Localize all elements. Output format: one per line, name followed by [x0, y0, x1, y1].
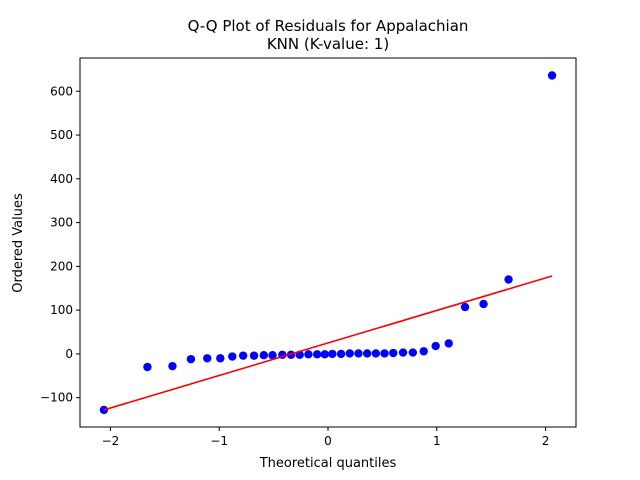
data-point [345, 349, 354, 358]
x-tick-label: −2 [102, 434, 120, 448]
x-tick-label: −1 [210, 434, 228, 448]
data-point [362, 349, 372, 358]
data-point [547, 71, 557, 80]
chart-title-line1: Q-Q Plot of Residuals for Appalachian [188, 17, 469, 35]
fit-line [103, 275, 553, 411]
data-point [320, 350, 329, 359]
data-point [336, 349, 346, 359]
data-point [216, 354, 225, 363]
x-axis-ticks: −2 −1 0 1 2 [102, 427, 550, 448]
data-point [479, 299, 488, 309]
y-tick-label: 400 [50, 172, 73, 186]
y-tick-label: 0 [65, 347, 73, 361]
data-point [328, 349, 337, 359]
y-axis-ticks: −100 0 100 200 300 400 500 600 [40, 84, 80, 405]
x-axis-label: Theoretical quantiles [259, 456, 397, 471]
data-point [168, 361, 177, 371]
data-point [228, 352, 237, 361]
data-point [380, 349, 389, 358]
data-point [238, 351, 248, 360]
data-point [371, 349, 381, 358]
data-point [431, 341, 440, 351]
chart-title-line2: KNN (K-value: 1) [267, 35, 389, 53]
x-tick-label: 1 [433, 434, 441, 448]
data-point [249, 351, 259, 360]
data-point [398, 348, 408, 357]
data-point [354, 349, 363, 358]
data-point [389, 348, 398, 358]
data-point [268, 351, 277, 360]
data-point [143, 362, 152, 372]
y-tick-label: 500 [50, 128, 73, 142]
x-tick-label: 2 [542, 434, 550, 448]
y-tick-label: 100 [50, 303, 73, 317]
data-point [304, 350, 313, 359]
data-point [504, 275, 513, 284]
y-tick-label: −100 [40, 391, 73, 405]
data-point [203, 354, 212, 363]
plot-area [99, 71, 557, 415]
data-point [419, 347, 428, 356]
y-tick-label: 600 [50, 84, 73, 98]
data-point [460, 302, 470, 312]
data-point [444, 339, 453, 348]
data-point [312, 350, 322, 359]
data-point [186, 354, 196, 364]
y-tick-label: 300 [50, 216, 73, 230]
y-axis-label: Ordered Values [11, 193, 26, 293]
axes-frame [79, 57, 577, 428]
x-tick-label: 0 [324, 434, 332, 448]
y-tick-label: 200 [50, 259, 73, 273]
data-point [259, 351, 269, 360]
data-point [408, 348, 418, 357]
